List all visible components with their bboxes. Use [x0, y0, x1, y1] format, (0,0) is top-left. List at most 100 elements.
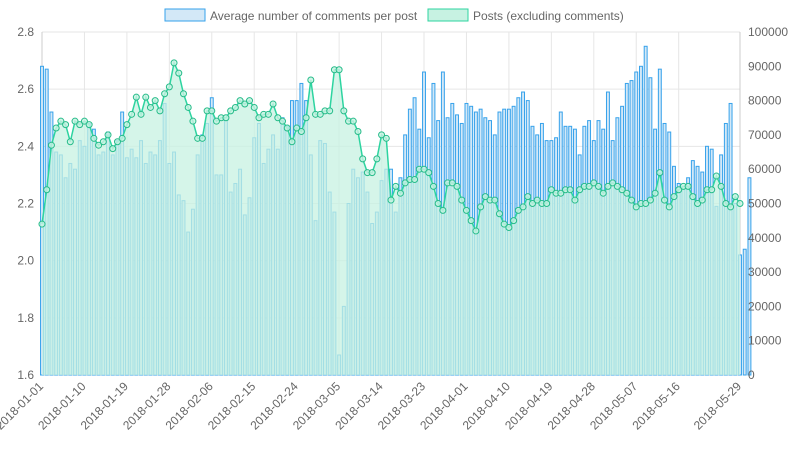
- legend-swatch-posts[interactable]: [427, 8, 469, 22]
- point-posts[interactable]: [246, 97, 254, 105]
- point-posts[interactable]: [623, 189, 631, 197]
- point-posts[interactable]: [722, 200, 730, 207]
- point-posts[interactable]: [293, 124, 301, 132]
- point-posts[interactable]: [184, 103, 192, 111]
- point-posts[interactable]: [378, 131, 386, 139]
- point-posts[interactable]: [505, 224, 513, 232]
- point-posts[interactable]: [95, 141, 103, 149]
- point-posts[interactable]: [401, 179, 409, 187]
- point-posts[interactable]: [661, 196, 669, 204]
- point-posts[interactable]: [57, 117, 65, 125]
- point-posts[interactable]: [675, 186, 683, 194]
- point-posts[interactable]: [382, 134, 390, 142]
- point-posts[interactable]: [198, 134, 206, 142]
- point-posts[interactable]: [604, 182, 612, 190]
- point-posts[interactable]: [151, 97, 159, 105]
- point-posts[interactable]: [297, 127, 305, 135]
- legend-swatch-comments[interactable]: [164, 8, 206, 22]
- point-posts[interactable]: [47, 141, 55, 149]
- point-posts[interactable]: [146, 103, 154, 111]
- point-posts[interactable]: [302, 114, 310, 122]
- point-posts[interactable]: [684, 182, 692, 190]
- point-posts[interactable]: [500, 220, 508, 228]
- point-posts[interactable]: [689, 193, 697, 201]
- point-posts[interactable]: [62, 121, 70, 129]
- point-posts[interactable]: [439, 206, 447, 214]
- point-posts[interactable]: [609, 179, 617, 187]
- point-posts[interactable]: [335, 66, 343, 74]
- point-posts[interactable]: [170, 59, 178, 67]
- point-posts[interactable]: [349, 117, 357, 125]
- point-posts[interactable]: [231, 103, 239, 111]
- point-posts[interactable]: [528, 200, 536, 207]
- point-posts[interactable]: [175, 69, 183, 77]
- point-posts[interactable]: [213, 117, 220, 125]
- point-posts[interactable]: [429, 182, 437, 190]
- point-posts[interactable]: [368, 169, 376, 177]
- point-posts[interactable]: [632, 203, 640, 211]
- point-posts[interactable]: [113, 138, 121, 146]
- point-posts[interactable]: [189, 117, 197, 125]
- point-posts[interactable]: [179, 90, 187, 98]
- point-posts[interactable]: [613, 182, 621, 190]
- point-posts[interactable]: [241, 100, 249, 108]
- point-posts[interactable]: [66, 138, 74, 146]
- point-posts[interactable]: [283, 124, 291, 132]
- point-posts[interactable]: [736, 200, 744, 207]
- point-posts[interactable]: [727, 203, 735, 211]
- point-posts[interactable]: [453, 182, 461, 190]
- point-posts[interactable]: [599, 189, 607, 197]
- point-posts[interactable]: [104, 131, 112, 139]
- point-posts[interactable]: [694, 200, 702, 207]
- point-posts[interactable]: [71, 117, 79, 125]
- point-posts[interactable]: [462, 206, 470, 214]
- point-posts[interactable]: [52, 124, 60, 132]
- point-posts[interactable]: [85, 121, 93, 129]
- point-posts[interactable]: [373, 155, 381, 163]
- point-posts[interactable]: [458, 196, 466, 204]
- point-posts[interactable]: [76, 121, 84, 129]
- point-posts[interactable]: [425, 169, 433, 177]
- point-posts[interactable]: [519, 203, 527, 211]
- point-posts[interactable]: [255, 114, 263, 122]
- point-posts[interactable]: [392, 182, 400, 190]
- point-posts[interactable]: [618, 186, 626, 194]
- point-posts[interactable]: [420, 165, 428, 173]
- point-posts[interactable]: [731, 193, 739, 201]
- point-posts[interactable]: [477, 203, 485, 211]
- point-posts[interactable]: [514, 206, 522, 214]
- point-posts[interactable]: [80, 117, 88, 125]
- point-posts[interactable]: [38, 220, 46, 228]
- point-posts[interactable]: [99, 138, 107, 146]
- point-posts[interactable]: [590, 179, 598, 187]
- point-posts[interactable]: [708, 186, 716, 194]
- point-posts[interactable]: [161, 90, 169, 98]
- point-posts[interactable]: [316, 110, 324, 118]
- point-posts[interactable]: [279, 117, 287, 125]
- point-posts[interactable]: [137, 110, 145, 118]
- point-posts[interactable]: [208, 107, 216, 115]
- point-posts[interactable]: [628, 196, 636, 204]
- point-posts[interactable]: [396, 189, 404, 197]
- point-posts[interactable]: [642, 200, 650, 207]
- point-posts[interactable]: [481, 193, 489, 201]
- point-posts[interactable]: [665, 203, 673, 211]
- point-posts[interactable]: [128, 110, 136, 118]
- point-posts[interactable]: [274, 114, 282, 122]
- point-posts[interactable]: [156, 107, 164, 115]
- point-posts[interactable]: [411, 175, 419, 183]
- point-posts[interactable]: [43, 186, 51, 194]
- point-posts[interactable]: [491, 196, 499, 204]
- point-posts[interactable]: [340, 107, 348, 115]
- point-posts[interactable]: [656, 169, 664, 177]
- point-posts[interactable]: [288, 138, 296, 146]
- point-posts[interactable]: [670, 193, 678, 201]
- point-posts[interactable]: [142, 93, 150, 101]
- point-posts[interactable]: [698, 196, 706, 204]
- point-posts[interactable]: [354, 127, 362, 135]
- point-posts[interactable]: [434, 200, 442, 207]
- point-posts[interactable]: [712, 172, 720, 180]
- point-posts[interactable]: [165, 83, 173, 91]
- point-posts[interactable]: [533, 196, 541, 204]
- point-posts[interactable]: [524, 193, 532, 201]
